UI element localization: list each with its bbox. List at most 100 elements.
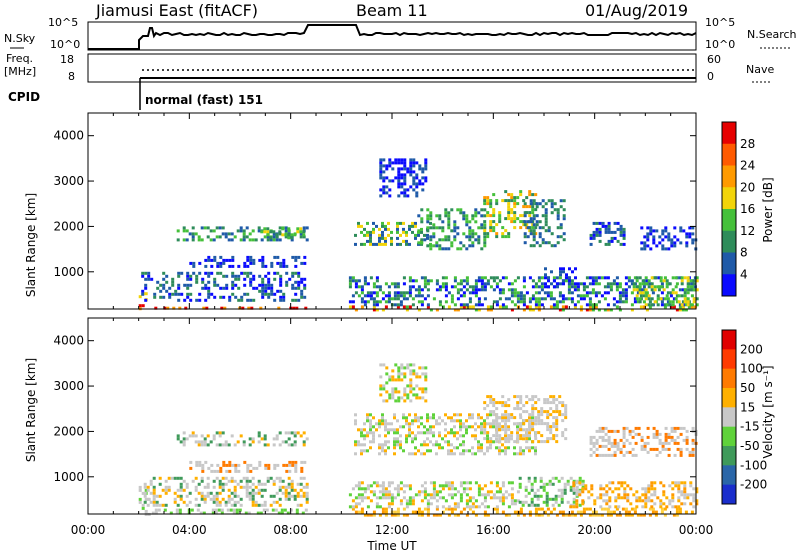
- heatmap-cell: [531, 407, 535, 411]
- heatmap-cell: [513, 199, 517, 203]
- heatmap-cell: [606, 303, 610, 307]
- heatmap-cell: [357, 224, 360, 228]
- heatmap-cell: [688, 450, 692, 454]
- heatmap-cell: [495, 419, 499, 423]
- heatmap-cell: [372, 291, 376, 295]
- heatmap-cell: [435, 308, 439, 312]
- heatmap-cell: [613, 441, 617, 445]
- heatmap-cell: [429, 493, 433, 497]
- heatmap-cell: [357, 502, 361, 506]
- heatmap-cell: [186, 271, 190, 275]
- heatmap-cell: [411, 431, 414, 435]
- heatmap-cell: [495, 282, 499, 286]
- heatmap-cell: [221, 497, 225, 501]
- heatmap-cell: [624, 513, 628, 517]
- heatmap-cell: [287, 482, 291, 486]
- heatmap-cell: [453, 425, 456, 429]
- heatmap-cell: [498, 401, 502, 405]
- heatmap-cell: [360, 487, 364, 491]
- heatmap-cell: [644, 490, 648, 494]
- heatmap-cell: [550, 211, 554, 215]
- heatmap-cell: [354, 308, 358, 312]
- heatmap-cell: [641, 505, 645, 509]
- heatmap-cell: [221, 232, 225, 236]
- heatmap-cell: [189, 277, 193, 281]
- heatmap-cell: [574, 267, 577, 271]
- heatmap-cell: [644, 294, 648, 298]
- heatmap-cell: [444, 247, 448, 251]
- heatmap-cell: [183, 283, 187, 287]
- heatmap-cell: [468, 229, 472, 233]
- heatmap-cell: [468, 220, 472, 224]
- heatmap-cell: [631, 435, 635, 439]
- heatmap-cell: [243, 261, 247, 265]
- heatmap-cell: [541, 226, 545, 230]
- heatmap-cell: [432, 235, 436, 239]
- heatmap-cell: [492, 440, 495, 444]
- heatmap-cell: [420, 220, 424, 224]
- heatmap-cell: [230, 497, 234, 501]
- heatmap-cell: [152, 497, 156, 501]
- heatmap-cell: [414, 434, 417, 438]
- heatmap-cell: [537, 413, 541, 417]
- heatmap-cell: [239, 238, 243, 242]
- heatmap-cell: [226, 508, 230, 512]
- heatmap-cell: [489, 223, 493, 227]
- heatmap-cell: [176, 488, 180, 492]
- heatmap-cell: [680, 481, 684, 485]
- heatmap-cell: [644, 502, 648, 506]
- heatmap-cell: [387, 291, 391, 295]
- heatmap-cell: [664, 247, 668, 251]
- heatmap-cell: [414, 416, 417, 420]
- heatmap-cell: [200, 226, 204, 230]
- heatmap-cell: [435, 244, 439, 248]
- heatmap-cell: [246, 255, 250, 259]
- heatmap-cell: [369, 294, 373, 298]
- heatmap-cell: [538, 232, 542, 236]
- heatmap-cell: [530, 482, 534, 486]
- heatmap-cell: [519, 437, 523, 441]
- heatmap-cell: [643, 447, 647, 451]
- heatmap-cell: [305, 485, 309, 489]
- heatmap-cell: [162, 271, 166, 275]
- y-tick-label: 3000: [53, 174, 84, 188]
- heatmap-cell: [396, 510, 400, 514]
- heatmap-cell: [426, 510, 430, 514]
- heatmap-cell: [200, 494, 204, 498]
- heatmap-cell: [459, 422, 462, 426]
- x-tick-label: 12:00: [375, 523, 410, 537]
- heatmap-cell: [222, 261, 226, 265]
- heatmap-cell: [492, 288, 496, 292]
- heatmap-cell: [516, 422, 520, 426]
- heatmap-cell: [471, 244, 475, 248]
- heatmap-cell: [653, 300, 657, 304]
- heatmap-cell: [676, 447, 680, 451]
- heatmap-cell: [402, 425, 405, 429]
- heatmap-cell: [156, 280, 160, 284]
- heatmap-cell: [513, 452, 516, 456]
- heatmap-cell: [501, 288, 505, 292]
- heatmap-cell: [384, 434, 387, 438]
- heatmap-cell: [474, 282, 478, 286]
- heatmap-cell: [513, 446, 516, 450]
- heatmap-cell: [438, 214, 442, 218]
- heatmap-cell: [544, 214, 548, 218]
- heatmap-cell: [552, 305, 556, 309]
- heatmap-cell: [606, 513, 610, 517]
- heatmap-cell: [424, 378, 428, 382]
- heatmap-cell: [618, 291, 622, 295]
- heatmap-cell: [564, 404, 568, 408]
- heatmap-cell: [429, 308, 433, 312]
- heatmap-cell: [536, 497, 540, 501]
- heatmap-cell: [468, 413, 471, 417]
- heatmap-cell: [631, 447, 635, 451]
- heatmap-cell: [567, 297, 571, 301]
- heatmap-cell: [465, 502, 469, 506]
- heatmap-cell: [387, 440, 390, 444]
- heatmap-cell: [202, 306, 206, 310]
- heatmap-cell: [541, 238, 545, 242]
- heatmap-cell: [162, 277, 166, 281]
- heatmap-cell: [480, 493, 484, 497]
- heatmap-cell: [510, 434, 513, 438]
- heatmap-cell: [186, 292, 190, 296]
